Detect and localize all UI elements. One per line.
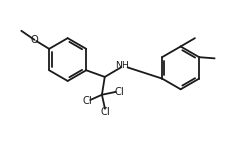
Text: Cl: Cl	[101, 107, 110, 117]
Text: Cl: Cl	[82, 96, 92, 106]
Text: O: O	[30, 35, 38, 45]
Text: N: N	[116, 61, 122, 69]
Text: Cl: Cl	[114, 87, 124, 97]
Text: H: H	[121, 61, 128, 70]
